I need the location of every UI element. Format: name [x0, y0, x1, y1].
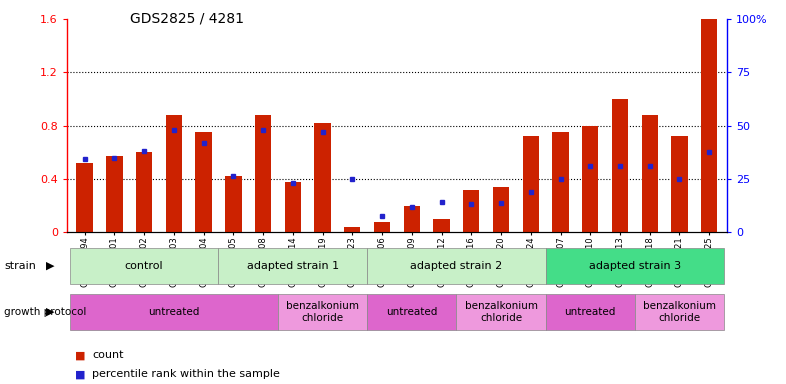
- Bar: [701, 19, 718, 232]
- Text: adapted strain 3: adapted strain 3: [589, 261, 681, 271]
- Bar: [166, 115, 182, 232]
- Bar: [278, 294, 367, 330]
- Bar: [612, 99, 628, 232]
- Bar: [219, 248, 367, 284]
- Bar: [285, 182, 301, 232]
- Bar: [523, 136, 539, 232]
- Bar: [367, 294, 457, 330]
- Bar: [344, 227, 361, 232]
- Bar: [255, 115, 271, 232]
- Bar: [374, 222, 390, 232]
- Text: growth protocol: growth protocol: [4, 307, 86, 317]
- Text: ▶: ▶: [46, 307, 54, 317]
- Text: untreated: untreated: [386, 307, 438, 317]
- Bar: [582, 126, 598, 232]
- Bar: [367, 248, 545, 284]
- Text: GDS2825 / 4281: GDS2825 / 4281: [130, 12, 244, 25]
- Bar: [635, 294, 724, 330]
- Text: untreated: untreated: [149, 307, 200, 317]
- Text: benzalkonium
chloride: benzalkonium chloride: [286, 301, 359, 323]
- Bar: [463, 190, 479, 232]
- Bar: [641, 115, 658, 232]
- Text: adapted strain 2: adapted strain 2: [410, 261, 502, 271]
- Bar: [76, 163, 93, 232]
- Bar: [136, 152, 152, 232]
- Bar: [671, 136, 688, 232]
- Text: ■: ■: [75, 350, 85, 360]
- Text: ▶: ▶: [46, 261, 54, 271]
- Text: adapted strain 1: adapted strain 1: [247, 261, 339, 271]
- Bar: [314, 123, 331, 232]
- Bar: [404, 206, 420, 232]
- Text: ■: ■: [75, 369, 85, 379]
- Text: count: count: [92, 350, 123, 360]
- Bar: [493, 187, 509, 232]
- Text: benzalkonium
chloride: benzalkonium chloride: [643, 301, 716, 323]
- Bar: [225, 176, 241, 232]
- Text: percentile rank within the sample: percentile rank within the sample: [92, 369, 280, 379]
- Bar: [433, 219, 450, 232]
- Bar: [106, 156, 123, 232]
- Text: untreated: untreated: [564, 307, 616, 317]
- Text: strain: strain: [4, 261, 36, 271]
- Bar: [70, 248, 219, 284]
- Text: control: control: [125, 261, 163, 271]
- Bar: [553, 132, 569, 232]
- Bar: [196, 132, 211, 232]
- Bar: [457, 294, 545, 330]
- Bar: [70, 294, 278, 330]
- Text: benzalkonium
chloride: benzalkonium chloride: [465, 301, 538, 323]
- Bar: [545, 294, 635, 330]
- Bar: [545, 248, 724, 284]
